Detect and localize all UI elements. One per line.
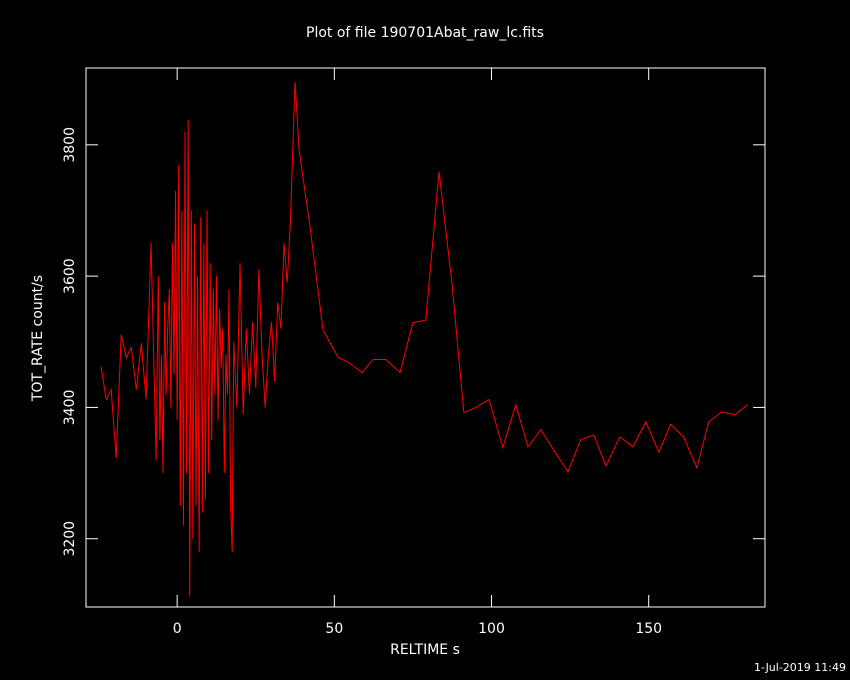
chart-title: Plot of file 190701Abat_raw_lc.fits — [306, 25, 544, 41]
x-tick-label: 50 — [325, 621, 343, 637]
plot-frame — [85, 67, 766, 608]
y-tick-label: 3800 — [62, 127, 78, 163]
timestamp: 1-Jul-2019 11:49 — [754, 661, 846, 674]
x-tick-label: 150 — [635, 621, 662, 637]
x-tick-label: 0 — [173, 621, 182, 637]
y-tick-label: 3200 — [62, 521, 78, 557]
x-axis-label: RELTIME s — [390, 642, 460, 658]
y-tick-label: 3600 — [62, 258, 78, 294]
data-line — [100, 81, 749, 597]
x-tick-label: 100 — [478, 621, 505, 637]
y-tick-label: 3400 — [62, 390, 78, 426]
y-axis-label: TOT_RATE count/s — [30, 275, 46, 402]
